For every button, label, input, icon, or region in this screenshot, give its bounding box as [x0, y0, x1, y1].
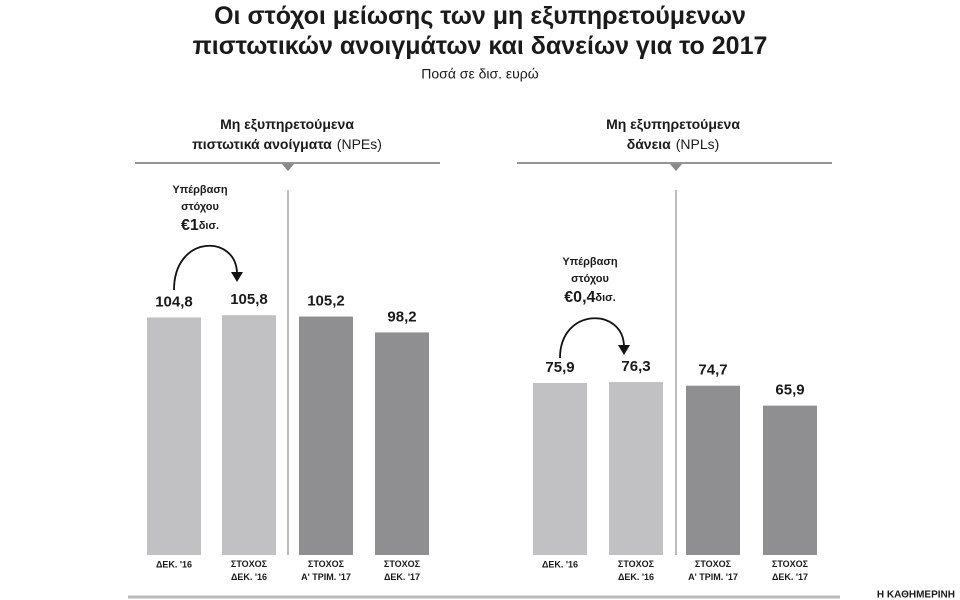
- bar: [533, 382, 587, 555]
- value-label: 98,2: [387, 308, 416, 325]
- bar: [222, 315, 276, 555]
- panel-title: Μη εξυπηρετούμενα πιστωτικά ανοίγματα (NPE…: [192, 116, 382, 152]
- panel-title: Μη εξυπηρετούμενα δάνεια (NPLs): [606, 116, 740, 152]
- bar: [299, 316, 353, 555]
- panel-pointer: [670, 164, 682, 171]
- value-label: 105,8: [230, 291, 268, 308]
- annotation-arrow: [559, 317, 625, 359]
- panel-pointer: [282, 164, 294, 171]
- value-label: 74,7: [698, 362, 727, 379]
- bar: [147, 317, 201, 555]
- category-label: ΣΤΟΧΟΣ Α' ΤΡΙΜ. '17: [688, 559, 738, 582]
- annotation-amount: €0,4δισ.: [564, 289, 615, 306]
- value-label: 105,2: [307, 293, 345, 310]
- value-label: 75,9: [545, 359, 574, 376]
- panel-title-note: (NPLs): [676, 136, 720, 152]
- bar: [609, 382, 663, 555]
- annotation-amount: €1δισ.: [181, 217, 219, 234]
- subtitle: Ποσά σε δισ. ευρώ: [421, 66, 538, 82]
- category-label: ΣΤΟΧΟΣ ΔΕΚ. '16: [618, 559, 655, 582]
- annotation-arrowhead: [618, 345, 630, 355]
- value-label: 104,8: [155, 293, 193, 310]
- bar: [375, 332, 429, 555]
- category-label: ΣΤΟΧΟΣ ΔΕΚ. '17: [772, 559, 809, 582]
- annotation-unit: δισ.: [595, 292, 615, 304]
- annotation-unit: δισ.: [199, 220, 219, 232]
- bar: [686, 385, 740, 555]
- value-label: 76,3: [621, 358, 650, 375]
- credit: Η ΚΑΘΗΜΕΡΙΝΗ: [877, 590, 955, 600]
- panel-title-note: (NPEs): [337, 136, 382, 152]
- category-label: ΔΕΚ. '16: [156, 559, 192, 569]
- annotation-arrow: [173, 244, 238, 291]
- value-label: 65,9: [775, 382, 804, 399]
- category-label: ΔΕΚ. '16: [542, 559, 578, 569]
- category-label: ΣΤΟΧΟΣ Α' ΤΡΙΜ. '17: [301, 559, 351, 582]
- annotation-text: Υπέρβαση στόχου: [562, 256, 618, 285]
- bar: [763, 405, 817, 555]
- main-title: Οι στόχοι μείωσης των μη εξυπηρετούμενων…: [193, 2, 768, 60]
- category-label: ΣΤΟΧΟΣ ΔΕΚ. '17: [384, 559, 421, 582]
- category-label: ΣΤΟΧΟΣ ΔΕΚ. '16: [231, 559, 268, 582]
- annotation-text: Υπέρβαση στόχου: [172, 184, 228, 213]
- annotation-arrowhead: [231, 272, 243, 282]
